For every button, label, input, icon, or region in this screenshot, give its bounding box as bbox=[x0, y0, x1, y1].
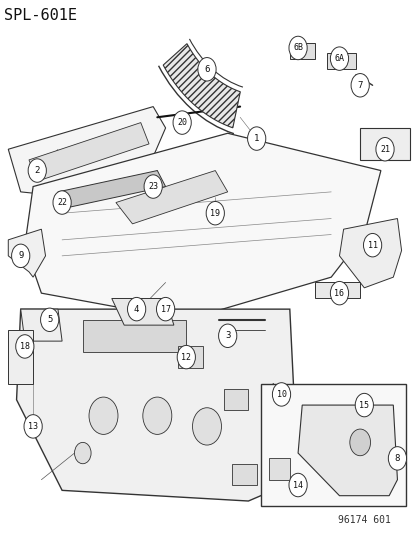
Text: 18: 18 bbox=[20, 342, 30, 351]
Polygon shape bbox=[25, 133, 380, 320]
Polygon shape bbox=[83, 320, 186, 352]
Circle shape bbox=[288, 36, 306, 60]
Circle shape bbox=[375, 138, 393, 161]
Polygon shape bbox=[231, 464, 256, 485]
FancyBboxPatch shape bbox=[260, 384, 405, 506]
Circle shape bbox=[16, 335, 34, 358]
Circle shape bbox=[89, 397, 118, 434]
Circle shape bbox=[349, 429, 370, 456]
Text: 5: 5 bbox=[47, 316, 52, 324]
Circle shape bbox=[206, 201, 224, 225]
Polygon shape bbox=[112, 298, 173, 325]
Polygon shape bbox=[178, 346, 202, 368]
Polygon shape bbox=[347, 389, 384, 416]
Polygon shape bbox=[326, 53, 355, 69]
Circle shape bbox=[156, 297, 174, 321]
Text: 15: 15 bbox=[358, 401, 368, 409]
Circle shape bbox=[53, 191, 71, 214]
Circle shape bbox=[177, 345, 195, 369]
Circle shape bbox=[192, 408, 221, 445]
Circle shape bbox=[288, 473, 306, 497]
Polygon shape bbox=[17, 309, 297, 501]
Text: 20: 20 bbox=[177, 118, 187, 127]
Circle shape bbox=[330, 281, 348, 305]
Text: 6: 6 bbox=[204, 65, 209, 74]
Text: 6A: 6A bbox=[334, 54, 344, 63]
Circle shape bbox=[197, 58, 216, 81]
Text: 9: 9 bbox=[18, 252, 23, 260]
Circle shape bbox=[127, 297, 145, 321]
Polygon shape bbox=[268, 458, 289, 480]
Circle shape bbox=[363, 233, 381, 257]
Polygon shape bbox=[29, 123, 149, 181]
Circle shape bbox=[74, 442, 91, 464]
Text: 11: 11 bbox=[367, 241, 377, 249]
Polygon shape bbox=[297, 405, 396, 496]
Text: 2: 2 bbox=[35, 166, 40, 175]
Text: 22: 22 bbox=[57, 198, 67, 207]
Circle shape bbox=[28, 159, 46, 182]
Circle shape bbox=[218, 324, 236, 348]
Circle shape bbox=[330, 47, 348, 70]
Text: 14: 14 bbox=[292, 481, 302, 489]
Text: 17: 17 bbox=[160, 305, 170, 313]
Text: 6B: 6B bbox=[292, 44, 302, 52]
Text: 1: 1 bbox=[254, 134, 259, 143]
Circle shape bbox=[40, 308, 59, 332]
Text: SPL-601E: SPL-601E bbox=[4, 8, 77, 23]
Circle shape bbox=[354, 393, 373, 417]
Text: 8: 8 bbox=[394, 454, 399, 463]
Polygon shape bbox=[58, 171, 165, 208]
Polygon shape bbox=[163, 44, 240, 128]
Polygon shape bbox=[21, 309, 62, 341]
Text: 4: 4 bbox=[134, 305, 139, 313]
Text: 10: 10 bbox=[276, 390, 286, 399]
Circle shape bbox=[387, 447, 406, 470]
Circle shape bbox=[144, 175, 162, 198]
Circle shape bbox=[12, 244, 30, 268]
Text: 12: 12 bbox=[181, 353, 191, 361]
Text: 21: 21 bbox=[379, 145, 389, 154]
Polygon shape bbox=[8, 107, 165, 203]
Text: 13: 13 bbox=[28, 422, 38, 431]
Text: 23: 23 bbox=[148, 182, 158, 191]
Circle shape bbox=[173, 111, 191, 134]
Polygon shape bbox=[289, 43, 314, 59]
Text: 3: 3 bbox=[225, 332, 230, 340]
Polygon shape bbox=[359, 128, 409, 160]
Text: 96174 601: 96174 601 bbox=[337, 515, 390, 525]
Circle shape bbox=[247, 127, 265, 150]
Circle shape bbox=[350, 74, 368, 97]
Polygon shape bbox=[8, 330, 33, 384]
Circle shape bbox=[24, 415, 42, 438]
Polygon shape bbox=[116, 171, 227, 224]
Polygon shape bbox=[223, 389, 248, 410]
Polygon shape bbox=[314, 282, 359, 298]
Polygon shape bbox=[339, 219, 401, 288]
Text: 7: 7 bbox=[357, 81, 362, 90]
Circle shape bbox=[272, 383, 290, 406]
Circle shape bbox=[142, 397, 171, 434]
Text: 19: 19 bbox=[210, 209, 220, 217]
Text: 16: 16 bbox=[334, 289, 344, 297]
Polygon shape bbox=[8, 229, 45, 277]
